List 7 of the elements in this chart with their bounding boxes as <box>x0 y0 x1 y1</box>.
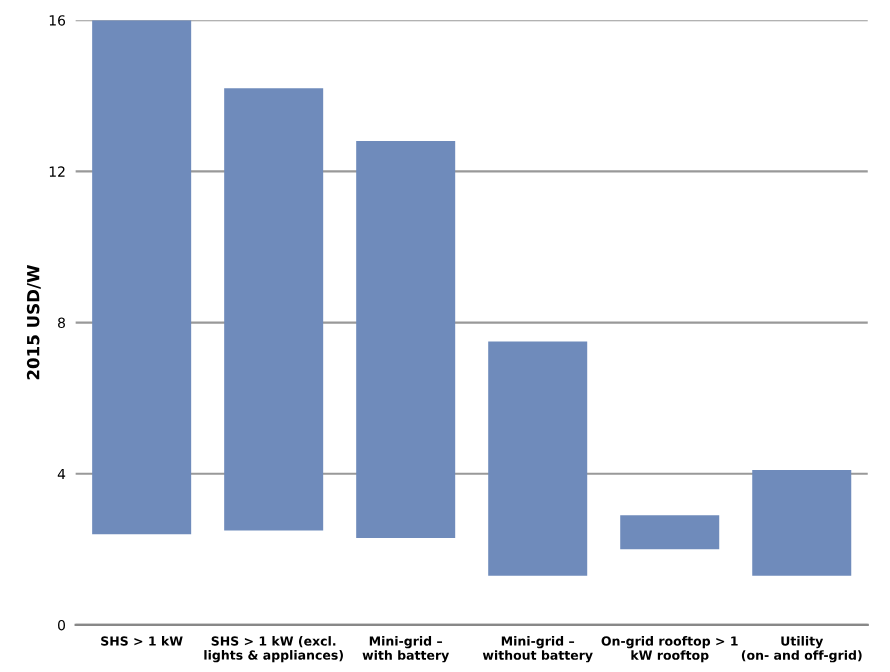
bar <box>752 469 852 576</box>
y-axis-title: 2015 USD/W <box>26 265 41 380</box>
bar <box>356 141 456 539</box>
bar <box>488 341 588 576</box>
bar <box>92 20 192 535</box>
bar <box>620 515 720 550</box>
bar <box>224 88 324 531</box>
